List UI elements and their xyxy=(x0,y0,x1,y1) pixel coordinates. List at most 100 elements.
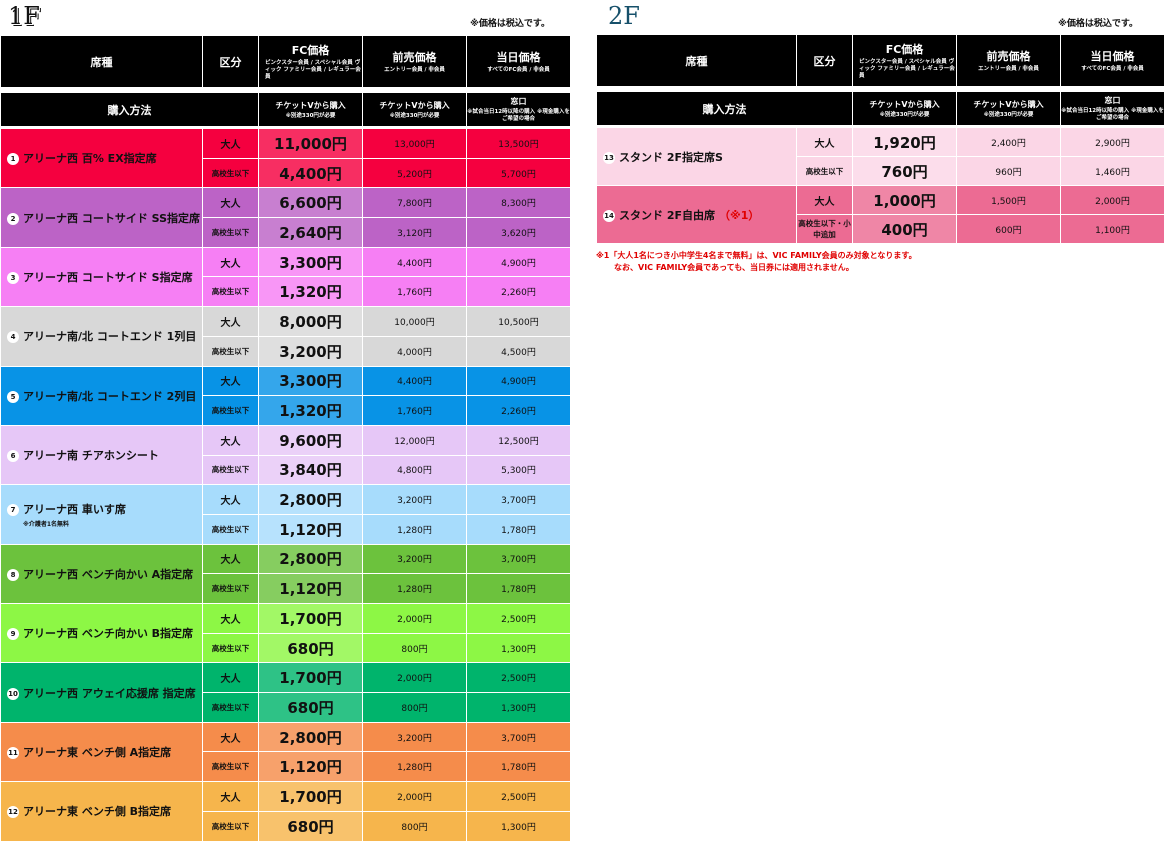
sameday-price-adult: 2,500円 xyxy=(466,662,571,694)
category-adult: 大人 xyxy=(202,484,259,515)
presale-price-child: 800円 xyxy=(362,632,467,664)
category-child: 高校生以下 xyxy=(202,513,259,545)
fc-price-adult: 1,700円 xyxy=(258,781,363,812)
purchase-presale: チケットVから購入 ※別途330円が必要 xyxy=(362,92,467,127)
category-adult: 大人 xyxy=(796,127,853,157)
presale-price-child: 800円 xyxy=(362,810,467,842)
seat-name: アリーナ西 ベンチ向かい B指定席 xyxy=(23,627,194,641)
presale-price-adult: 12,000円 xyxy=(362,424,467,456)
seat-name-cell: 1 アリーナ西 百% EX指定席 xyxy=(0,127,203,189)
fc-price-adult: 3,300円 xyxy=(258,246,363,278)
sameday-price-child: 1,300円 xyxy=(466,810,571,842)
presale-price-child: 4,000円 xyxy=(362,335,467,367)
seat-name: アリーナ西 コートサイド S指定席 xyxy=(23,270,193,284)
fc-price-child: 1,320円 xyxy=(258,395,363,426)
fc-price-adult: 6,600円 xyxy=(258,187,363,219)
seat-name-cell: 9 アリーナ西 ベンチ向かい B指定席 xyxy=(0,602,203,664)
fc-price-adult: 1,700円 xyxy=(258,603,363,634)
fc-price-child: 1,120円 xyxy=(258,751,363,783)
category-child: 高校生以下 xyxy=(202,276,259,308)
floor-label-2f: 2F xyxy=(608,2,640,30)
sameday-price-child: 3,620円 xyxy=(466,217,571,248)
fc-price-child: 680円 xyxy=(258,692,363,723)
sameday-price-child: 4,500円 xyxy=(466,335,571,367)
header-table: 席種 区分 FC価格 ピンクスター会員 / スペシャル会員 ヴィック ファミリー… xyxy=(0,35,571,88)
seat-name: アリーナ東 ベンチ側 B指定席 xyxy=(23,805,172,819)
header-table: 席種 区分 FC価格 ピンクスター会員 / スペシャル会員 ヴィック ファミリー… xyxy=(596,34,1164,87)
category-child: 高校生以下 xyxy=(202,692,259,723)
sameday-price-adult: 10,500円 xyxy=(466,306,571,337)
fc-price-adult: 2,800円 xyxy=(258,543,363,575)
category-adult: 大人 xyxy=(202,424,259,456)
category-child: 高校生以下・小中追加 xyxy=(796,214,853,244)
presale-price-adult: 3,200円 xyxy=(362,484,467,515)
seat-name-cell: 8 アリーナ西 ベンチ向かい A指定席 xyxy=(0,543,203,605)
fc-price-adult: 1,920円 xyxy=(852,127,957,157)
sameday-price-adult: 2,500円 xyxy=(466,781,571,812)
category-child: 高校生以下 xyxy=(202,157,259,189)
seat-number-badge: 2 xyxy=(7,212,19,225)
seat-number-badge: 13 xyxy=(603,151,615,164)
table-row: 13 スタンド 2F指定席S 大人 1,920円 2,400円 2,900円 xyxy=(596,127,1164,186)
fc-price-adult: 8,000円 xyxy=(258,306,363,337)
sameday-price-adult: 12,500円 xyxy=(466,424,571,456)
sameday-price-child: 1,100円 xyxy=(1060,214,1164,244)
sameday-price-adult: 3,700円 xyxy=(466,721,571,753)
seat-name-cell: 13 スタンド 2F指定席S xyxy=(596,127,797,186)
sameday-price-adult: 2,900円 xyxy=(1060,127,1164,157)
fc-price-child: 1,120円 xyxy=(258,513,363,545)
table-row: 高校生以下 4,400円 5,200円 5,700円 xyxy=(0,157,571,189)
sameday-price-child: 5,700円 xyxy=(466,157,571,189)
presale-price-adult: 10,000円 xyxy=(362,306,467,337)
fc-price-child: 1,120円 xyxy=(258,573,363,604)
purchase-fc: チケットVから購入 ※別途330円が必要 xyxy=(258,92,363,127)
presale-price-adult: 7,800円 xyxy=(362,187,467,219)
sameday-price-child: 1,300円 xyxy=(466,632,571,664)
sameday-price-child: 1,460円 xyxy=(1060,156,1164,186)
fc-price-child: 760円 xyxy=(852,156,957,186)
sameday-price-adult: 4,900円 xyxy=(466,246,571,278)
seat-name: アリーナ西 車いす席 xyxy=(23,502,126,516)
header-fc-price: FC価格 ピンクスター会員 / スペシャル会員 ヴィック ファミリー会員 / レ… xyxy=(852,34,957,87)
seat-name: アリーナ西 アウェイ応援席 指定席 xyxy=(23,686,196,700)
table-row: 4 アリーナ南/北 コートエンド 1列目 大人 8,000円 10,000円 10,500… xyxy=(0,306,571,367)
sameday-price-adult: 2,500円 xyxy=(466,603,571,634)
category-child: 高校生以下 xyxy=(202,810,259,842)
presale-price-child: 800円 xyxy=(362,692,467,723)
seat-number-badge: 11 xyxy=(7,746,19,759)
sameday-price-child: 1,300円 xyxy=(466,692,571,723)
seat-name-cell: 14 スタンド 2F自由席 （※1） xyxy=(596,185,797,244)
table-row: 8 アリーナ西 ベンチ向かい A指定席 大人 2,800円 3,200円 3,700円 xyxy=(0,543,571,605)
presale-price-adult: 13,000円 xyxy=(362,128,467,159)
seat-name-cell: 4 アリーナ南/北 コートエンド 1列目 xyxy=(0,306,203,367)
presale-price-child: 5,200円 xyxy=(362,157,467,189)
presale-price-child: 600円 xyxy=(956,214,1061,244)
fc-price-adult: 3,300円 xyxy=(258,365,363,397)
category-child: 高校生以下 xyxy=(202,454,259,486)
header-sameday-price: 当日価格 すべてのFC会員 / 非会員 xyxy=(1060,34,1164,87)
seat-name-cell: 5 アリーナ南/北 コートエンド 2列目 xyxy=(0,365,203,426)
sameday-price-adult: 3,700円 xyxy=(466,484,571,515)
table-row: 9 アリーナ西 ベンチ向かい B指定席 大人 1,700円 2,000円 2,500円 xyxy=(0,602,571,664)
fc-price-adult: 1,700円 xyxy=(258,662,363,694)
presale-price-adult: 4,400円 xyxy=(362,246,467,278)
table-row: 7 アリーナ西 車いす席 ※介護者1名無料 大人 2,800円 3,200円 3,700円 xyxy=(0,484,571,545)
table-row: 3 アリーナ西 コートサイド S指定席 大人 3,300円 4,400円 4,900円 xyxy=(0,246,571,308)
category-adult: 大人 xyxy=(202,543,259,575)
table-row: 14 スタンド 2F自由席 （※1） 大人 1,000円 1,500円 2,000円 xyxy=(596,185,1164,244)
sameday-price-child: 1,780円 xyxy=(466,751,571,783)
table-row: 高校生以下 1,120円 1,280円 1,780円 xyxy=(0,751,571,783)
seat-number-badge: 14 xyxy=(603,209,615,222)
category-adult: 大人 xyxy=(202,603,259,634)
purchase-fc: チケットVから購入 ※別途330円が必要 xyxy=(852,91,957,126)
seat-name: アリーナ南 チアホンシート xyxy=(23,449,159,463)
fc-price-child: 4,400円 xyxy=(258,157,363,189)
seat-name-cell: 2 アリーナ西 コートサイド SS指定席 xyxy=(0,187,203,248)
presale-price-adult: 2,000円 xyxy=(362,781,467,812)
seat-name: アリーナ東 ベンチ側 A指定席 xyxy=(23,745,172,759)
category-adult: 大人 xyxy=(202,246,259,278)
fc-price-child: 680円 xyxy=(258,810,363,842)
sameday-price-adult: 8,300円 xyxy=(466,187,571,219)
presale-price-child: 1,760円 xyxy=(362,276,467,308)
tax-note: ※価格は税込です。 xyxy=(470,19,550,29)
